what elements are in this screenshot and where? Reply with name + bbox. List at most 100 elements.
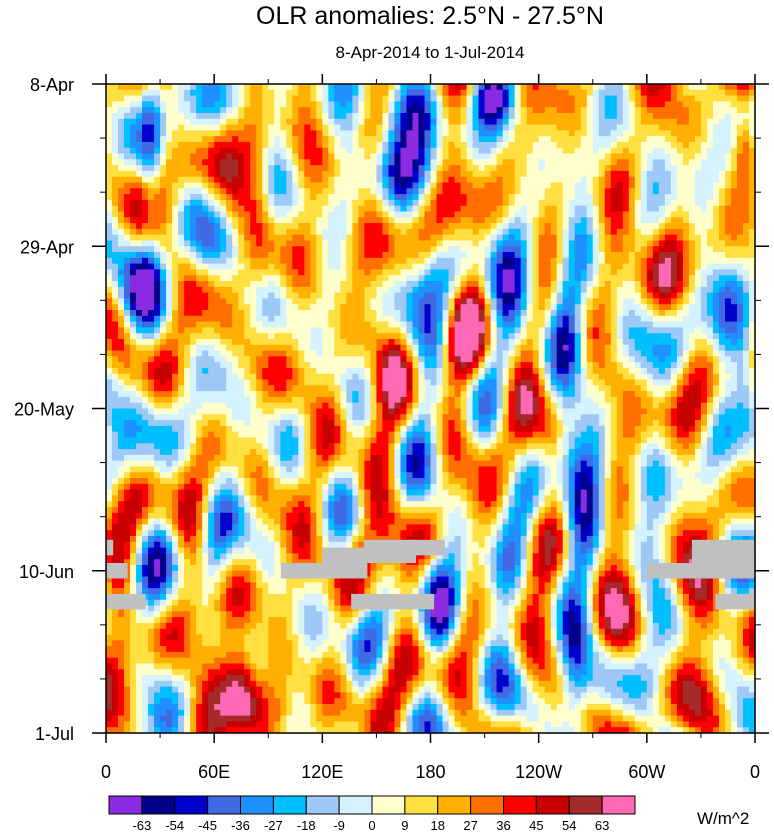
heatmap-cell [682, 101, 690, 108]
heatmap-cell [610, 304, 618, 311]
heatmap-cell [640, 321, 648, 328]
heatmap-cell [106, 84, 113, 91]
heatmap-cell [184, 228, 191, 236]
heatmap-cell [304, 327, 311, 334]
heatmap-cell [748, 223, 756, 230]
heatmap-cell [106, 344, 113, 352]
heatmap-cell [424, 182, 432, 189]
heatmap-cell [376, 286, 384, 294]
heatmap-cell [430, 275, 438, 282]
heatmap-cell [634, 263, 642, 271]
heatmap-cell [382, 246, 390, 253]
heatmap-cell [106, 240, 113, 247]
heatmap-cell [430, 246, 438, 253]
heatmap-cell [592, 188, 600, 195]
heatmap-cell [670, 240, 678, 247]
heatmap-cell [136, 165, 143, 172]
heatmap-cell [496, 84, 504, 91]
heatmap-cell [616, 246, 624, 253]
heatmap-cell [538, 240, 546, 247]
heatmap-cell [574, 130, 582, 137]
heatmap-cell [688, 107, 696, 114]
heatmap-cell [292, 344, 299, 352]
heatmap-cell [112, 286, 119, 294]
heatmap-cell [328, 147, 335, 155]
heatmap-cell [592, 286, 600, 294]
heatmap-cell [412, 124, 420, 131]
heatmap-cell [148, 263, 155, 271]
heatmap-cell [304, 159, 311, 166]
heatmap-cell [616, 95, 624, 102]
heatmap-cell [352, 281, 359, 288]
heatmap-cell [220, 182, 227, 189]
heatmap-cell [496, 223, 504, 230]
heatmap-cell [640, 159, 648, 166]
heatmap-cell [400, 234, 408, 242]
heatmap-cell [712, 107, 720, 114]
heatmap-cell [610, 315, 618, 323]
heatmap-cell [622, 84, 630, 91]
heatmap-cell [538, 136, 546, 143]
heatmap-cell [724, 141, 732, 149]
heatmap-cell [604, 327, 612, 334]
heatmap-cell [622, 286, 630, 294]
heatmap-cell [316, 118, 323, 126]
heatmap-cell [220, 130, 227, 137]
heatmap-cell [310, 136, 317, 143]
heatmap-cell [310, 101, 317, 108]
heatmap-cell [418, 101, 426, 108]
heatmap-cell [106, 147, 113, 155]
heatmap-cell [196, 153, 203, 160]
heatmap-cell [400, 130, 408, 137]
heatmap-cell [364, 188, 372, 195]
heatmap-cell [268, 194, 275, 201]
heatmap-cell [598, 165, 606, 172]
heatmap-cell [400, 333, 408, 340]
heatmap-cell [394, 107, 402, 114]
heatmap-cell [514, 199, 522, 207]
heatmap-cell [292, 89, 299, 97]
heatmap-cell [706, 182, 714, 189]
heatmap-cell [232, 246, 239, 253]
heatmap-cell [292, 211, 299, 218]
heatmap-cell [394, 199, 402, 207]
heatmap-cell [268, 205, 275, 213]
heatmap-cell [718, 338, 726, 346]
heatmap-cell [106, 321, 113, 328]
heatmap-cell [532, 263, 540, 271]
heatmap-cell [172, 136, 179, 143]
heatmap-cell [208, 153, 215, 160]
heatmap-cell [454, 304, 462, 311]
heatmap-cell [292, 240, 299, 247]
heatmap-cell [526, 246, 534, 253]
heatmap-cell [658, 136, 666, 143]
heatmap-cell [262, 338, 269, 346]
heatmap-cell [172, 205, 179, 213]
heatmap-cell [622, 101, 630, 108]
heatmap-cell [670, 286, 678, 294]
heatmap-cell [424, 159, 432, 166]
heatmap-cell [616, 338, 624, 346]
heatmap-cell [700, 136, 708, 143]
heatmap-cell [358, 263, 365, 271]
heatmap-cell [508, 130, 516, 137]
heatmap-cell [268, 141, 275, 149]
heatmap-cell [310, 286, 317, 294]
heatmap-cell [490, 286, 498, 294]
heatmap-cell [718, 304, 726, 311]
heatmap-cell [346, 136, 353, 143]
heatmap-cell [520, 246, 528, 253]
heatmap-cell [202, 136, 209, 143]
heatmap-cell [736, 101, 744, 108]
heatmap-cell [202, 107, 209, 114]
heatmap-cell [634, 252, 642, 259]
heatmap-cell [526, 211, 534, 218]
heatmap-cell [544, 130, 552, 137]
heatmap-cell [274, 182, 281, 189]
heatmap-cell [418, 315, 426, 323]
heatmap-cell [694, 338, 702, 346]
heatmap-cell [736, 124, 744, 131]
heatmap-cell [676, 112, 684, 120]
heatmap-cell [430, 89, 438, 97]
heatmap-cell [166, 275, 173, 282]
